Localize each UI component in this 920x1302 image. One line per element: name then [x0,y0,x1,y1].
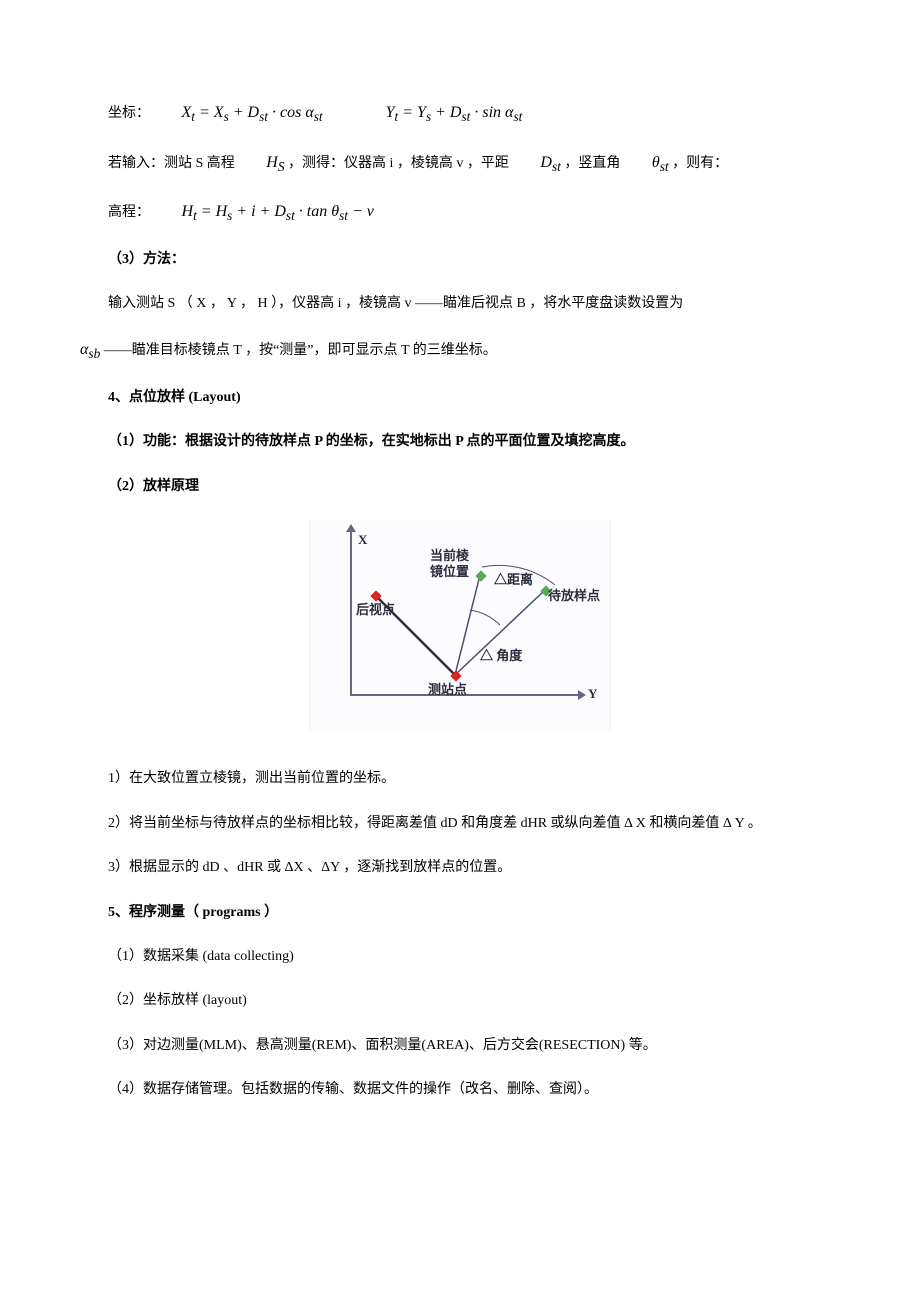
var-dst: Dst [512,150,560,178]
label-current-prism: 当前棱镜位置 [430,548,469,579]
p5-2: （2）坐标放样 (layout) [80,990,840,1012]
coord-line: 坐标： Xt = Xs + Dst · cos αst Yt = Ys + Ds… [80,100,840,128]
coord-prefix: 坐标： [108,106,150,121]
step-2: 2）将当前坐标与待放样点的坐标相比较，得距离差值 dD 和角度差 dHR 或纵向… [80,813,840,835]
label-backsight: 后视点 [356,600,395,621]
formula-ht: Ht = Hs + i + Dst · tan θst − v [154,199,374,227]
formula-yt: Yt = Ys + Dst · sin αst [358,100,523,128]
label-distance: △距离 [494,570,533,591]
p4-2: （2）放样原理 [80,476,840,498]
step-1: 1）在大致位置立棱镜，测出当前位置的坐标。 [80,768,840,790]
label-x-axis: X [358,530,367,551]
heading-method: （3）方法： [80,249,840,271]
label-angle: △ 角度 [480,646,522,667]
label-target: 待放样点 [548,586,600,607]
var-theta: θst [624,150,669,178]
height-line: 高程： Ht = Hs + i + Dst · tan θst − v [80,199,840,227]
method-line2-wrap: αsb ——瞄准目标棱镜点 T ，按“测量”，即可显示点 T 的三维坐标。 [80,337,840,365]
label-station: 测站点 [428,680,467,701]
heading-5: 5、程序测量（ programs ） [80,902,840,924]
var-hs: HS [238,150,284,178]
step-3: 3）根据显示的 dD 、dHR 或 ΔX 、ΔY ，逐渐找到放样点的位置。 [80,857,840,879]
p4-1: （1）功能：根据设计的待放样点 P 的坐标，在实地标出 P 点的平面位置及填挖高… [80,431,840,453]
formula-xt: Xt = Xs + Dst · cos αst [154,100,323,128]
p5-1: （1）数据采集 (data collecting) [80,946,840,968]
p5-4: （4）数据存储管理。包括数据的传输、数据文件的操作（改名、删除、查阅）。 [80,1079,840,1101]
method-line2: ——瞄准目标棱镜点 T ，按“测量”，即可显示点 T 的三维坐标。 [104,343,497,358]
label-y-axis: Y [588,684,597,705]
diagram-container: X Y 当前棱镜位置 △距离 待放样点 后视点 △ 角度 测站点 [80,520,840,738]
layout-diagram: X Y 当前棱镜位置 △距离 待放样点 后视点 △ 角度 测站点 [309,520,611,730]
heading-4: 4、点位放样 (Layout) [80,387,840,409]
method-line1: 输入测站 S （ X ， Y ， H ），仪器高 i ，棱镜高 v ——瞄准后视… [80,293,840,315]
var-alpha-sb: αsb [80,337,100,365]
input-line: 若输入：测站 S 高程 HS ，测得：仪器高 i ，棱镜高 v ，平距 Dst … [80,150,840,178]
page: 坐标： Xt = Xs + Dst · cos αst Yt = Ys + Ds… [0,0,920,1302]
p5-3: （3）对边测量(MLM)、悬高测量(REM)、面积测量(AREA)、后方交会(R… [80,1035,840,1057]
